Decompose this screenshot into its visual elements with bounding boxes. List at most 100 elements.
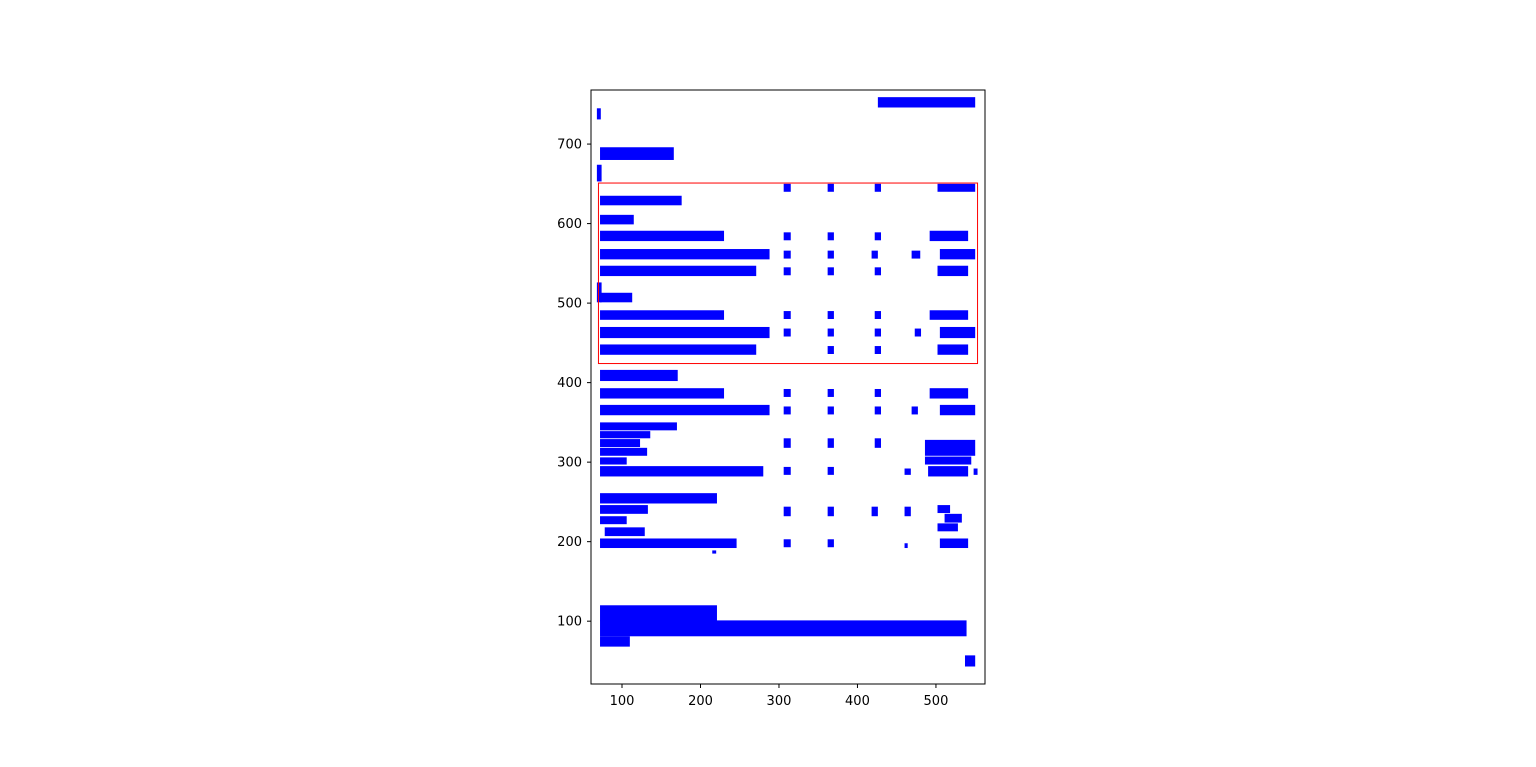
y-tick-label: 600 [557, 217, 582, 232]
data-rect [600, 493, 717, 504]
data-rect [783, 232, 791, 241]
x-tick-label: 400 [845, 694, 870, 709]
data-rect [600, 439, 641, 448]
data-rect [600, 195, 682, 206]
data-rect [827, 232, 834, 241]
x-tick-label: 500 [924, 694, 949, 709]
data-rect [783, 328, 791, 337]
data-rect [596, 282, 602, 303]
x-tick-label: 300 [767, 694, 792, 709]
data-rect [783, 267, 791, 276]
data-rect [600, 538, 737, 549]
data-rect [827, 328, 834, 337]
data-rect [783, 388, 791, 397]
y-tick-label: 200 [557, 535, 582, 550]
data-rect [874, 267, 882, 276]
data-rect [827, 406, 834, 415]
data-rect [596, 164, 602, 182]
data-rect [964, 655, 976, 667]
data-rect [877, 97, 976, 108]
data-rect [874, 388, 882, 397]
data-rect [783, 311, 791, 320]
data-rect [871, 250, 878, 259]
data-rect [600, 230, 725, 242]
data-rect [939, 404, 976, 416]
data-rect [596, 108, 601, 120]
data-rect [827, 346, 834, 354]
data-rect [783, 539, 791, 548]
y-tick-label: 400 [557, 376, 582, 391]
data-rect [600, 404, 770, 416]
data-rect [783, 183, 791, 192]
data-rect [874, 438, 882, 448]
data-rect [911, 250, 921, 259]
data-rect [827, 388, 834, 397]
data-rect [783, 438, 791, 448]
data-rect [827, 506, 834, 517]
data-rect [939, 326, 976, 339]
data-rect [600, 457, 627, 465]
data-rect [600, 369, 678, 382]
data-rect [600, 214, 634, 225]
data-rect [600, 422, 677, 431]
data-rect [600, 326, 770, 339]
data-rect [904, 543, 908, 549]
data-rect [600, 388, 725, 399]
data-rect [944, 513, 962, 523]
data-rect [937, 523, 958, 532]
data-rect [874, 328, 882, 337]
data-rect [973, 468, 978, 475]
data-rect [827, 539, 834, 548]
data-rect [827, 311, 834, 320]
data-rect [871, 506, 878, 517]
y-tick-label: 500 [557, 297, 582, 312]
data-rect [783, 466, 791, 475]
data-rect [600, 344, 757, 355]
data-rect [600, 310, 725, 320]
data-rect [874, 346, 882, 354]
data-rect [924, 456, 972, 465]
data-rect [929, 230, 969, 242]
data-rect [937, 505, 951, 514]
x-tick-label: 200 [688, 694, 713, 709]
y-tick-label: 300 [557, 456, 582, 471]
data-rect [929, 310, 969, 320]
data-rect [874, 232, 882, 241]
data-rect [783, 406, 791, 415]
data-rect [604, 527, 645, 537]
y-tick-label: 100 [557, 615, 582, 630]
x-tick-label: 100 [610, 694, 635, 709]
data-rect [939, 249, 976, 260]
data-rect [600, 516, 627, 525]
plot-background [591, 90, 985, 684]
data-rect [712, 550, 717, 554]
data-rect [827, 267, 834, 276]
highlight-box [597, 182, 979, 365]
data-rect [600, 605, 717, 622]
highlight-box-layer [597, 182, 979, 365]
data-rect [928, 466, 969, 477]
data-rect [904, 468, 911, 475]
data-rect [600, 620, 967, 637]
data-rect [911, 406, 918, 415]
data-rect [600, 636, 630, 647]
data-rect [874, 311, 882, 320]
y-tick-label: 700 [557, 138, 582, 153]
data-rect [600, 292, 633, 303]
data-rect [600, 466, 764, 477]
data-rect [600, 249, 770, 260]
data-rect [937, 183, 976, 192]
data-rect [924, 439, 976, 456]
data-rect [827, 466, 834, 475]
data-rect [827, 438, 834, 448]
data-rect [929, 388, 969, 399]
data-rect [600, 505, 648, 514]
data-rect [600, 431, 651, 439]
data-rect [600, 447, 648, 456]
axes-layer: 100 200 300 400 500 100 200 300 400 500 600 700 [557, 89, 986, 709]
axes-frame [590, 89, 986, 685]
data-rect [874, 406, 882, 415]
data-rect [939, 538, 969, 549]
